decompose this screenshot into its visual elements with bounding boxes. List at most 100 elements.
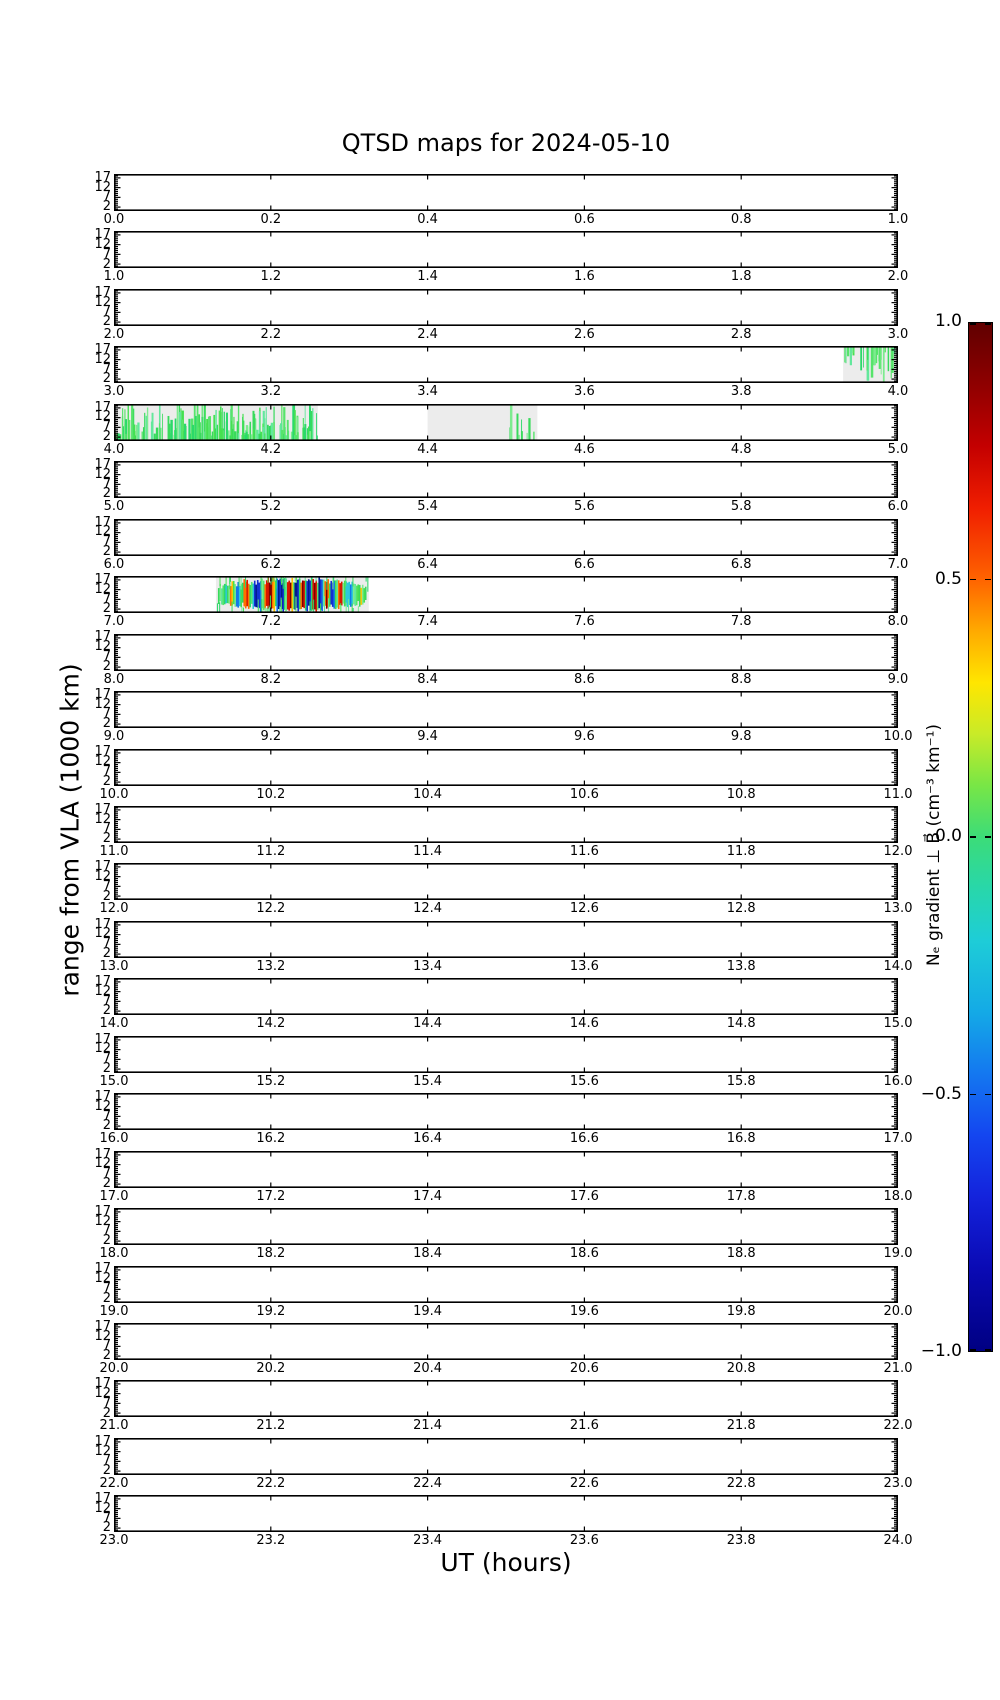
x-tick-label: 3.0	[103, 384, 125, 400]
panel-border	[114, 1150, 898, 1188]
panel-border	[114, 1437, 898, 1475]
panel-hour-21	[114, 1380, 898, 1418]
y-tick-label: 7	[102, 993, 111, 1009]
x-tick-label: 20.6	[569, 1361, 599, 1376]
y-tick-label: 7	[102, 1453, 111, 1469]
x-tick-label: 16.8	[726, 1131, 756, 1147]
x-tick-label: 18.8	[726, 1246, 756, 1262]
panel-border	[114, 1035, 898, 1073]
x-tick-label: 7.6	[574, 614, 595, 630]
y-tick-label: 7	[102, 1051, 111, 1067]
colorbar-tickmark	[985, 1349, 992, 1351]
y-tick-label: 2	[102, 256, 111, 272]
y-tick-label: 12	[94, 237, 111, 253]
x-tick-label: 8.2	[260, 671, 282, 687]
y-tick-label: 7	[102, 1395, 111, 1411]
y-tick-label: 17	[94, 916, 111, 932]
x-tick-label: 12.6	[569, 901, 599, 917]
panel-hour-6	[114, 518, 898, 556]
y-tick-label: 2	[102, 1175, 111, 1191]
x-tick-label: 2.0	[103, 326, 125, 342]
x-tick-label: 4.0	[887, 384, 909, 400]
x-tick-label: 22.8	[726, 1475, 756, 1491]
panel-border	[114, 1093, 898, 1131]
y-tick-label: 2	[102, 314, 111, 329]
y-tick-label: 2	[102, 1290, 111, 1306]
panel-hour-16	[114, 1093, 898, 1131]
y-tick-label: 7	[102, 591, 111, 607]
panel-border	[114, 231, 898, 269]
colorbar-tick-label: −1.0	[920, 1341, 962, 1361]
x-tick-label: 11.4	[413, 843, 443, 859]
colorbar-tick-label: 0.5	[934, 568, 962, 589]
x-tick-label: 9.2	[260, 729, 282, 745]
colorbar-tickmark	[969, 578, 976, 581]
panel-border	[114, 174, 898, 211]
y-tick-label: 7	[102, 1510, 111, 1526]
y-tick-label: 12	[94, 179, 111, 195]
y-tick-label: 7	[102, 648, 111, 664]
x-tick-label: 5.4	[417, 499, 438, 515]
y-axis-label: range from VLA (1000 km)	[55, 663, 85, 997]
y-tick-label: 17	[94, 1089, 111, 1105]
y-tick-label: 17	[94, 169, 111, 185]
x-tick-label: 22.6	[569, 1475, 599, 1491]
y-tick-label: 17	[94, 1376, 111, 1392]
y-tick-label: 17	[94, 572, 111, 588]
x-tick-label: 8.8	[730, 671, 752, 687]
x-tick-label: 18.6	[569, 1246, 599, 1262]
x-tick-label: 21.4	[413, 1418, 443, 1434]
x-tick-label: 8.0	[887, 614, 909, 630]
y-tick-label: 7	[102, 1280, 111, 1296]
panel-hour-5	[114, 461, 898, 499]
x-tick-label: 2.8	[730, 326, 752, 342]
y-tick-label: 12	[94, 351, 111, 367]
y-tick-label: 2	[102, 1520, 111, 1536]
y-tick-label: 7	[102, 1166, 111, 1182]
y-tick-label: 2	[102, 199, 111, 215]
x-tick-label: 15.2	[256, 1073, 286, 1089]
data-patch	[427, 404, 538, 440]
x-tick-label: 12.8	[726, 901, 756, 917]
y-tick-label: 17	[94, 801, 111, 817]
x-tick-label: 17.4	[413, 1188, 443, 1204]
x-tick-label: 16.4	[413, 1131, 443, 1147]
x-tick-label: 6.0	[887, 499, 909, 515]
panel-hour-10	[114, 748, 898, 786]
y-tick-label: 17	[94, 1433, 111, 1449]
x-tick-label: 15.4	[413, 1073, 443, 1089]
panel-hour-4	[114, 403, 898, 441]
y-tick-label: 12	[94, 581, 111, 597]
y-tick-label: 12	[94, 1500, 111, 1516]
x-tick-label: 2.6	[574, 326, 595, 342]
x-tick-label: 20.8	[726, 1361, 756, 1376]
y-tick-label: 12	[94, 983, 111, 999]
x-tick-label: 2.4	[417, 326, 438, 342]
y-tick-label: 2	[102, 773, 111, 789]
colorbar-tick-label: −0.5	[920, 1083, 962, 1104]
x-tick-label: 4.4	[417, 441, 438, 457]
x-tick-label: 10.2	[256, 786, 286, 802]
y-tick-label: 2	[102, 1463, 111, 1478]
y-tick-label: 7	[102, 534, 111, 550]
y-tick-label: 12	[94, 1443, 111, 1459]
y-tick-label: 2	[102, 486, 111, 502]
x-tick-label: 7.4	[417, 614, 438, 630]
panel-border	[114, 1495, 898, 1533]
x-tick-label: 10.6	[569, 786, 599, 802]
x-tick-label: 1.0	[887, 212, 909, 227]
x-tick-label: 18.0	[99, 1246, 129, 1262]
x-tick-label: 11.0	[883, 786, 913, 802]
colorbar-tick-label: 1.0	[934, 311, 962, 331]
x-tick-label: 3.6	[574, 384, 595, 400]
panel-hour-14	[114, 978, 898, 1016]
colorbar-tickmark	[969, 1349, 976, 1351]
x-tick-label: 20.4	[413, 1361, 443, 1376]
x-tick-label: 21.2	[256, 1418, 286, 1434]
panel-hour-8	[114, 633, 898, 671]
x-tick-label: 21.0	[99, 1418, 129, 1434]
x-tick-label: 10.4	[413, 786, 443, 802]
x-tick-label: 17.0	[99, 1188, 129, 1204]
panel-hour-18	[114, 1208, 898, 1246]
